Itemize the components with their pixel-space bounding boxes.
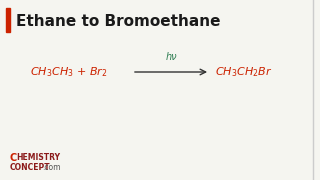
Text: Ethane to Bromoethane: Ethane to Bromoethane <box>16 15 220 30</box>
Text: C: C <box>10 153 17 163</box>
Text: HEMISTRY: HEMISTRY <box>17 154 60 163</box>
Text: .com: .com <box>42 163 60 172</box>
Text: $\mathit{CH_3CH_3}$ + $\mathit{Br_2}$: $\mathit{CH_3CH_3}$ + $\mathit{Br_2}$ <box>30 65 108 79</box>
Text: CONCEPT: CONCEPT <box>10 163 51 172</box>
Text: $\mathit{CH_3CH_2Br}$: $\mathit{CH_3CH_2Br}$ <box>215 65 273 79</box>
Bar <box>6 8 10 32</box>
Text: hν: hν <box>165 52 177 62</box>
